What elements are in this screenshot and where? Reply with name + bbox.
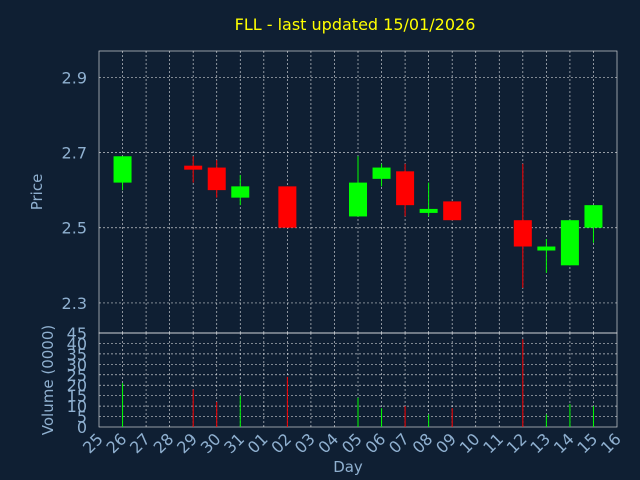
candle — [537, 239, 556, 273]
candle — [278, 186, 297, 228]
candle-body — [419, 208, 438, 213]
candle — [184, 156, 203, 183]
candle-body — [560, 220, 579, 266]
candle — [396, 163, 415, 217]
candle-body — [443, 201, 462, 221]
candle-body — [396, 171, 415, 206]
candle-body — [584, 205, 603, 228]
price-tick-label: 2.7 — [62, 144, 87, 163]
candle-body — [207, 167, 226, 191]
volume-tick-label: 45 — [67, 324, 87, 343]
candle-body — [231, 186, 250, 198]
chart-title: FLL - last updated 15/01/2026 — [235, 15, 476, 34]
candle — [113, 156, 132, 191]
candle-body — [537, 246, 556, 251]
price-y-axis: 2.3 2.5 2.7 2.9 — [62, 68, 87, 313]
candle-body — [113, 156, 132, 183]
price-tick-label: 2.5 — [62, 219, 87, 238]
x-axis: 2526272829303101020304050607080910111213… — [79, 429, 625, 457]
price-tick-label: 2.9 — [62, 68, 87, 87]
candle — [584, 205, 603, 243]
volume-tick-label: 35 — [67, 345, 87, 364]
candle-body — [349, 182, 367, 217]
price-tick-label: 2.3 — [62, 294, 87, 313]
volume-tick-label: 15 — [67, 387, 87, 406]
candle — [443, 201, 462, 221]
volume-tick-label: 10 — [67, 397, 87, 416]
volume-tick-label: 5 — [77, 408, 87, 427]
volume-tick-label: 30 — [67, 355, 87, 374]
volume-bars — [122, 339, 594, 427]
candle-body — [513, 220, 532, 247]
candles — [113, 156, 603, 288]
volume-tick-label: 20 — [67, 376, 87, 395]
volume-tick-label: 25 — [67, 366, 87, 385]
x-axis-title: Day — [333, 458, 363, 476]
candle — [207, 160, 226, 198]
price-axis-title: Price — [28, 174, 46, 211]
candle — [560, 220, 579, 266]
candle — [231, 175, 250, 206]
candle-body — [184, 165, 203, 170]
volume-tick-label: 40 — [67, 334, 87, 353]
candle-body — [372, 167, 391, 179]
candle — [349, 156, 367, 217]
candle — [372, 163, 391, 187]
volume-axis-title: Volume (0000) — [39, 325, 57, 435]
candle-body — [278, 186, 297, 228]
candle — [419, 182, 438, 217]
candle — [513, 163, 532, 288]
volume-tick-label: 0 — [77, 418, 87, 437]
x-tick-label: 16 — [597, 429, 625, 457]
